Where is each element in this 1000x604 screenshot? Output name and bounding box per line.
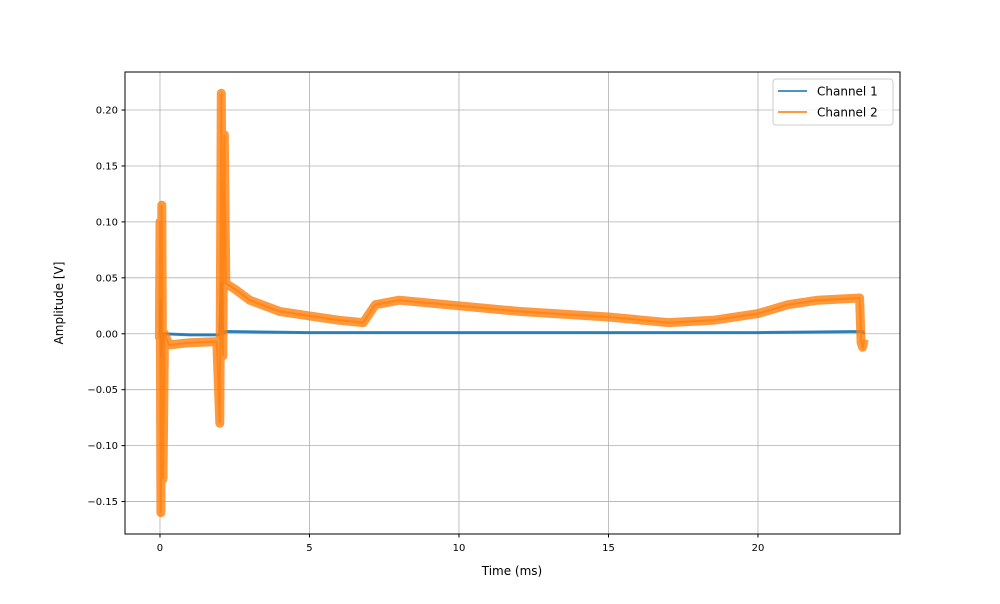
y-tick-label: −0.10 [87,441,118,452]
y-tick-label: −0.15 [87,497,118,508]
y-tick-label: 0.15 [96,161,118,172]
plot-area [154,88,869,518]
x-tick-label: 10 [453,543,466,554]
series-spikes-channel-2 [158,93,866,513]
y-tick-label: −0.05 [87,385,118,396]
legend: Channel 1 Channel 2 [772,78,894,126]
x-axis-label: Time (ms) [481,564,543,578]
series-line-channel-2 [154,88,869,518]
x-tick-label: 0 [157,543,163,554]
y-tick-label: 0.20 [96,106,118,117]
axes-frame [124,71,901,535]
series-spikes-channel-1 [159,283,865,357]
x-tick-label: 15 [602,543,615,554]
legend-label-channel-1: Channel 1 [817,85,878,99]
legend-label-channel-2: Channel 2 [817,106,878,120]
series-line-channel-1 [158,281,866,358]
y-axis-label: Amplitude [V] [52,262,66,345]
y-tick-label: 0.05 [96,273,118,284]
y-tick-label: 0.00 [96,329,118,340]
ticks: 0 5 10 15 20 −0.15 −0.10 −0.05 0.00 0.05 0.10 0.15 0… [87,106,764,554]
x-tick-label: 5 [306,543,312,554]
x-tick-label: 20 [752,543,765,554]
y-tick-label: 0.10 [96,217,118,228]
